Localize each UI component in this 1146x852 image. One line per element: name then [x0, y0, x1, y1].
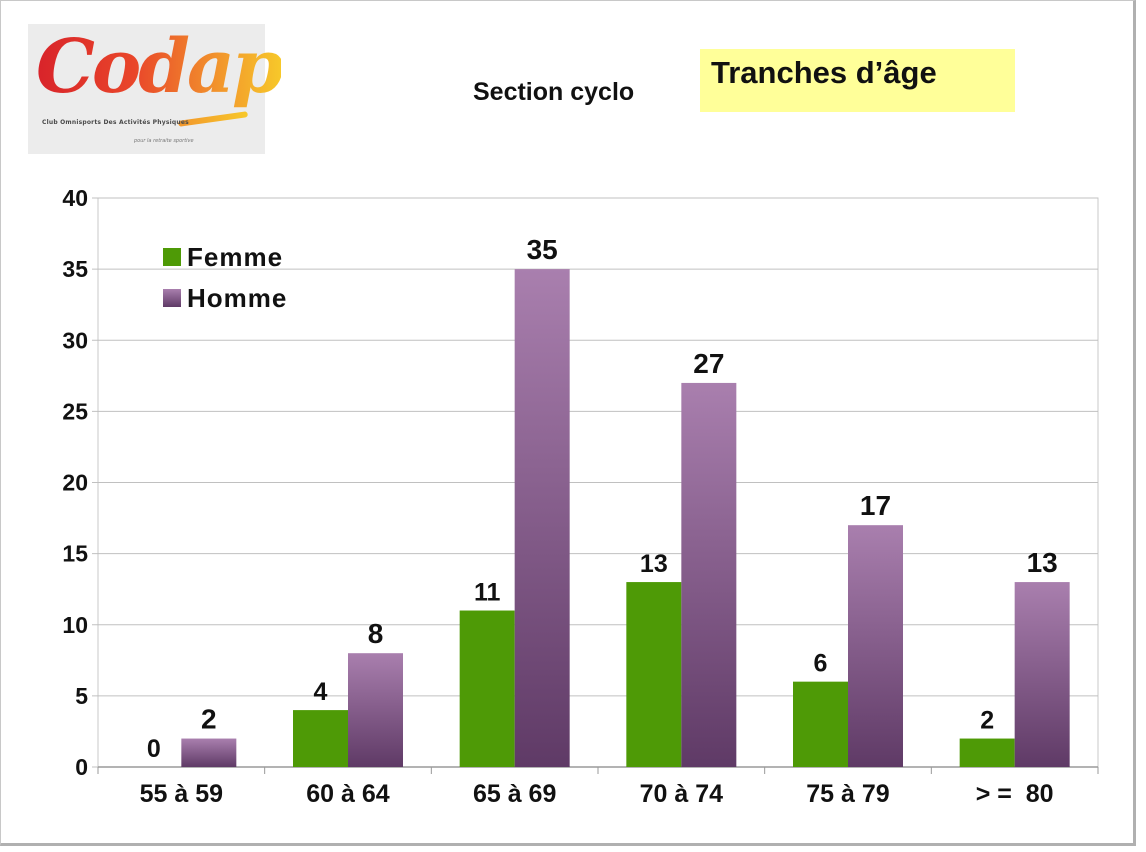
data-labels: 0 2 4 8 11 35 13 27 6 17 2 13	[147, 234, 1058, 763]
bars	[181, 269, 1070, 767]
data-label-femme: 13	[640, 550, 668, 578]
y-tick-label: 15	[62, 541, 88, 567]
x-tick-label: > = 80	[976, 780, 1054, 808]
bar-homme	[514, 269, 570, 767]
chart-title: Tranches d’âge	[700, 49, 1015, 112]
bar-femme	[293, 710, 348, 767]
data-label-homme: 8	[368, 618, 384, 649]
x-tick-label: 70 à 74	[640, 780, 724, 808]
section-title: Section cyclo	[473, 78, 635, 106]
y-tick-label: 35	[62, 256, 88, 282]
data-label-homme: 35	[527, 234, 558, 265]
logo-wordmark: Codap	[36, 24, 284, 110]
data-label-femme: 4	[314, 678, 328, 706]
bar-homme	[181, 738, 237, 767]
legend-label-homme: Homme	[187, 283, 287, 313]
x-tick-label: 75 à 79	[806, 780, 889, 808]
bar-homme	[848, 525, 903, 767]
legend-label-femme: Femme	[187, 242, 283, 272]
bar-femme	[626, 582, 682, 767]
data-label-femme: 11	[474, 579, 501, 607]
data-label-homme: 2	[201, 704, 217, 735]
bar-homme	[1014, 582, 1070, 767]
bar-femme	[459, 610, 515, 767]
codap-logo: Codap Club Omnisports Des Activités Phys…	[28, 24, 284, 154]
y-tick-label: 10	[62, 612, 88, 638]
legend-swatch-homme	[163, 289, 181, 307]
legend: Femme Homme	[163, 242, 287, 313]
data-label-homme: 17	[860, 490, 891, 521]
data-label-homme: 27	[693, 348, 724, 379]
legend-swatch-femme	[163, 248, 181, 266]
x-tick-label: 60 à 64	[306, 780, 390, 808]
bar-homme	[681, 382, 737, 767]
logo-subtitle: Club Omnisports Des Activités Physiques	[42, 119, 189, 126]
bar-femme	[959, 738, 1015, 767]
bar-femme	[793, 681, 848, 767]
bar-homme	[348, 653, 403, 767]
data-label-femme: 2	[980, 707, 994, 735]
x-tick-label: 65 à 69	[473, 780, 556, 808]
y-tick-label: 40	[62, 185, 88, 211]
y-tick-label: 25	[62, 398, 88, 424]
data-label-femme: 0	[147, 735, 161, 763]
y-tick-label: 0	[75, 754, 88, 780]
y-tick-label: 30	[62, 327, 88, 353]
data-label-homme: 13	[1027, 547, 1058, 578]
y-tick-label: 5	[75, 683, 88, 709]
logo-tagline: pour la retraite sportive	[134, 138, 194, 144]
x-tick-label: 55 à 59	[140, 780, 223, 808]
data-label-femme: 6	[814, 650, 828, 678]
y-tick-label: 20	[62, 470, 88, 496]
